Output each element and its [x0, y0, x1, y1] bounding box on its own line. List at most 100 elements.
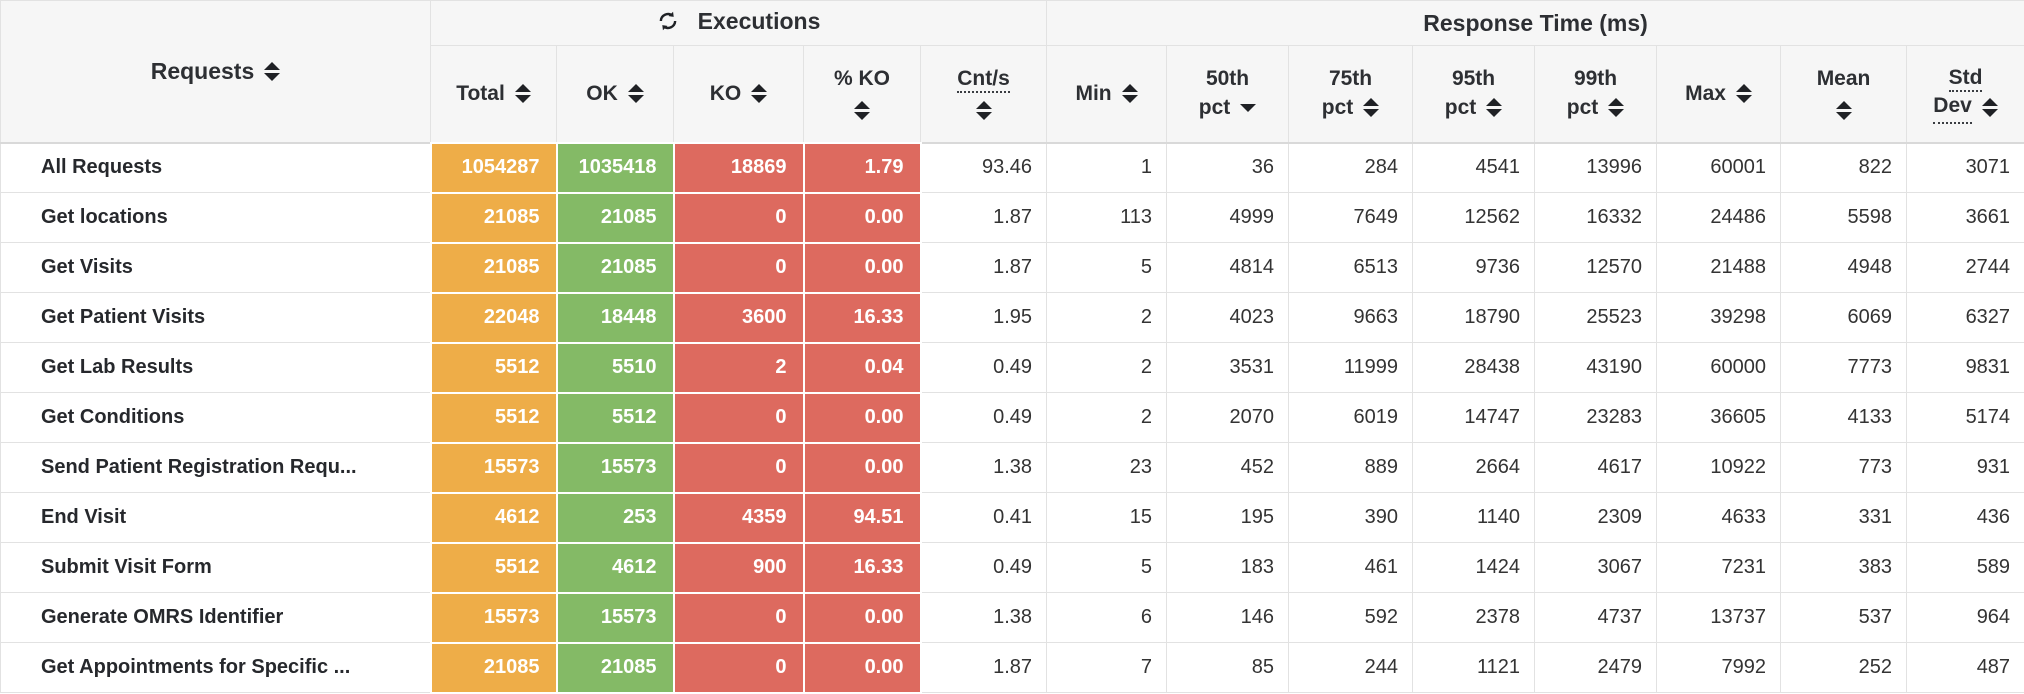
cell-total: 5512	[429, 391, 558, 444]
cell-p75: 6513	[1288, 242, 1414, 293]
cell-cnt-s: 0.41	[919, 492, 1048, 543]
column-header-pct-ko[interactable]: % KO	[803, 45, 921, 143]
cell-cnt-s: 1.87	[919, 242, 1048, 293]
cell-mean: 773	[1780, 442, 1908, 493]
requests-header-label: Requests	[150, 57, 255, 84]
cell-p99: 13996	[1534, 142, 1658, 193]
cell-p99: 3067	[1534, 542, 1658, 593]
cell-ok: 253	[555, 491, 675, 544]
column-header-99th-pct[interactable]: 99th pct	[1534, 45, 1658, 143]
cell-mean: 252	[1780, 642, 1908, 693]
cell-total: 5512	[429, 341, 558, 394]
std-dev-header-line1: Std	[1948, 65, 1983, 92]
request-name-cell[interactable]: End Visit	[0, 492, 431, 543]
column-header-50th-pct[interactable]: 50th pct	[1166, 45, 1290, 143]
cell-p95: 12562	[1412, 192, 1536, 243]
request-name-cell[interactable]: Get Patient Visits	[0, 292, 431, 343]
request-name-cell[interactable]: Get Visits	[0, 242, 431, 293]
cell-p50: 85	[1166, 642, 1290, 693]
sort-icon	[1121, 84, 1138, 104]
table-row: Get Lab Results 5512 5510 2 0.04 0.49 2 3531 119…	[0, 341, 2024, 394]
cell-ok: 15573	[555, 441, 675, 494]
cell-ko: 0	[672, 441, 805, 494]
cell-ok: 21085	[555, 641, 675, 694]
cell-p75: 244	[1288, 642, 1414, 693]
cell-ok: 5512	[555, 391, 675, 444]
request-name-cell[interactable]: Get Appointments for Specific ...	[0, 642, 431, 693]
cell-p95: 18790	[1412, 292, 1536, 343]
cell-min: 6	[1046, 592, 1168, 643]
cell-mean: 331	[1780, 492, 1908, 543]
column-header-requests[interactable]: Requests	[0, 0, 431, 143]
cell-p99: 2479	[1534, 642, 1658, 693]
request-name-cell[interactable]: Submit Visit Form	[0, 542, 431, 593]
ok-header-label: OK	[586, 81, 618, 105]
cell-pct-ko: 0.00	[802, 391, 922, 444]
cell-cnt-s: 1.95	[919, 292, 1048, 343]
p75-header-line2: pct	[1321, 95, 1354, 119]
cell-pct-ko: 0.00	[802, 441, 922, 494]
cell-p95: 1121	[1412, 642, 1536, 693]
cell-p50: 452	[1166, 442, 1290, 493]
cell-cnt-s: 1.38	[919, 442, 1048, 493]
response-time-group-label: Response Time (ms)	[1423, 9, 1648, 36]
column-header-max[interactable]: Max	[1656, 45, 1782, 143]
cell-max: 21488	[1656, 242, 1782, 293]
cell-p50: 4814	[1166, 242, 1290, 293]
cell-p50: 146	[1166, 592, 1290, 643]
sort-icon	[1981, 98, 1998, 118]
table-header: Requests Executions	[0, 0, 2024, 143]
column-header-ko[interactable]: KO	[673, 45, 804, 143]
table-row: Get Patient Visits 22048 18448 3600 16.33 1.9…	[0, 291, 2024, 344]
cell-pct-ko: 16.33	[802, 541, 922, 594]
column-header-mean[interactable]: Mean	[1780, 45, 1908, 143]
request-name-cell[interactable]: Get Lab Results	[0, 342, 431, 393]
cell-pct-ko: 16.33	[802, 291, 922, 344]
request-name-cell[interactable]: Get locations	[0, 192, 431, 243]
cell-p75: 390	[1288, 492, 1414, 543]
request-name-cell[interactable]: Generate OMRS Identifier	[0, 592, 431, 643]
request-name-cell[interactable]: Get Conditions	[0, 392, 431, 443]
cell-pct-ko: 0.00	[802, 241, 922, 294]
sort-icon	[1363, 98, 1380, 118]
cell-pct-ko: 94.51	[802, 491, 922, 544]
cell-p95: 9736	[1412, 242, 1536, 293]
cnt-s-header-label: Cnt/s	[957, 67, 1010, 94]
cell-p50: 2070	[1166, 392, 1290, 443]
cell-pct-ko: 0.00	[802, 591, 922, 644]
column-header-std-dev[interactable]: Std Dev	[1906, 45, 2024, 143]
sort-icon	[514, 84, 531, 104]
cell-ko: 2	[672, 341, 805, 394]
cell-p95: 2664	[1412, 442, 1536, 493]
sort-icon	[1486, 98, 1503, 118]
cell-ko: 0	[672, 241, 805, 294]
column-header-ok[interactable]: OK	[556, 45, 674, 143]
p75-header-line1: 75th	[1328, 67, 1373, 91]
cell-max: 13737	[1656, 592, 1782, 643]
cell-max: 39298	[1656, 292, 1782, 343]
cell-min: 15	[1046, 492, 1168, 543]
cell-p50: 195	[1166, 492, 1290, 543]
cell-p99: 4617	[1534, 442, 1658, 493]
request-name-cell[interactable]: All Requests	[0, 142, 431, 193]
cell-p95: 1140	[1412, 492, 1536, 543]
cell-cnt-s: 1.87	[919, 642, 1048, 693]
request-name-cell[interactable]: Send Patient Registration Requ...	[0, 442, 431, 493]
cell-std-dev: 487	[1906, 642, 2024, 693]
sort-icon	[264, 61, 281, 81]
column-header-total[interactable]: Total	[430, 45, 557, 143]
executions-group-label: Executions	[697, 7, 821, 34]
cell-total: 21085	[429, 641, 558, 694]
column-header-min[interactable]: Min	[1046, 45, 1168, 143]
cell-p99: 43190	[1534, 342, 1658, 393]
cell-p75: 461	[1288, 542, 1414, 593]
cell-ok: 18448	[555, 291, 675, 344]
refresh-icon	[659, 12, 677, 31]
cell-ok: 15573	[555, 591, 675, 644]
column-header-75th-pct[interactable]: 75th pct	[1288, 45, 1414, 143]
column-header-95th-pct[interactable]: 95th pct	[1412, 45, 1536, 143]
cell-total: 1054287	[429, 141, 558, 194]
table-row: Get Visits 21085 21085 0 0.00 1.87 5 4814 6513 97…	[0, 241, 2024, 294]
cell-std-dev: 931	[1906, 442, 2024, 493]
column-header-cnt-s[interactable]: Cnt/s	[919, 45, 1048, 143]
